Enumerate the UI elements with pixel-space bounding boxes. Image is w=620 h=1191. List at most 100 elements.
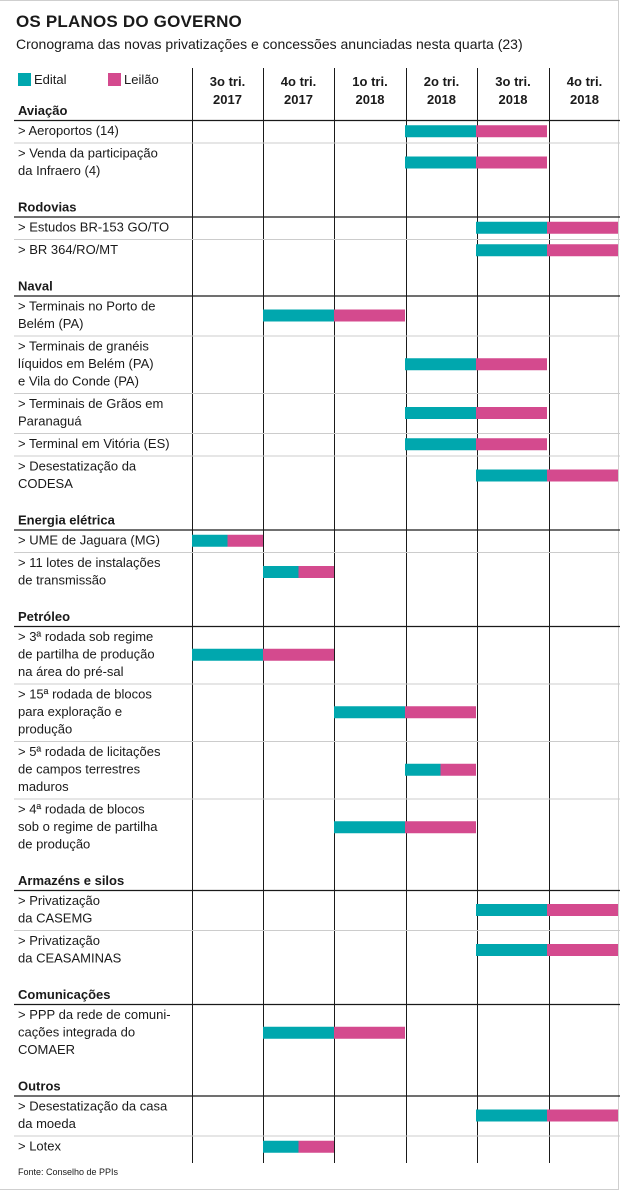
row-label: > 11 lotes de instalações: [18, 555, 161, 570]
edital-bar: [476, 944, 547, 956]
row-label: CODESA: [18, 476, 73, 491]
group-title: Outros: [18, 1079, 61, 1094]
period-quarter-label: 3o tri.: [210, 74, 245, 89]
leilao-bar: [547, 904, 618, 916]
edital-bar: [476, 1109, 547, 1122]
leilao-bar: [227, 534, 263, 547]
row-label: maduros: [18, 779, 69, 794]
edital-bar: [334, 706, 405, 719]
group-title: Comunicações: [18, 987, 110, 1002]
leilao-bar: [476, 125, 547, 138]
source-note: Fonte: Conselho de PPIs: [18, 1167, 119, 1177]
row-label: Belém (PA): [18, 316, 84, 331]
leilao-bar: [334, 1026, 405, 1039]
row-label: > 5ª rodada de licitações: [18, 744, 161, 759]
edital-bar: [476, 469, 547, 482]
leilao-bar: [547, 1109, 618, 1122]
edital-bar: [192, 534, 228, 547]
row-label: > BR 364/RO/MT: [18, 242, 118, 257]
edital-bar: [405, 156, 476, 169]
leilao-bar: [476, 438, 547, 451]
row-label: de campos terrestres: [18, 762, 141, 777]
leilao-bar: [476, 156, 547, 169]
row-label: > Venda da participação: [18, 146, 158, 161]
leilao-bar: [405, 706, 476, 719]
leilao-bar: [405, 821, 476, 834]
row-label: > Desestatização da casa: [18, 1099, 168, 1114]
row-label: > Aeroportos (14): [18, 123, 119, 138]
row-label: líquidos em Belém (PA): [18, 356, 154, 371]
leilao-bar: [476, 358, 547, 371]
row-label: e Vila do Conde (PA): [18, 374, 139, 389]
period-quarter-label: 3o tri.: [495, 74, 530, 89]
row-label: > 4ª rodada de blocos: [18, 802, 145, 817]
row-label: > Desestatização da: [18, 459, 137, 474]
edital-bar: [476, 904, 547, 916]
edital-bar: [192, 648, 263, 661]
leilao-bar: [547, 944, 618, 956]
leilao-bar: [298, 566, 334, 578]
period-year-label: 2018: [499, 92, 528, 107]
period-year-label: 2017: [284, 92, 313, 107]
leilao-bar: [547, 244, 618, 257]
period-year-label: 2018: [570, 92, 599, 107]
row-label: para exploração e: [18, 704, 122, 719]
row-label: > Privatização: [18, 893, 100, 908]
leilao-bar: [547, 221, 618, 234]
group-title: Rodovias: [18, 200, 77, 215]
row-label: da CASEMG: [18, 911, 92, 926]
period-quarter-label: 4o tri.: [281, 74, 316, 89]
edital-bar: [263, 1026, 334, 1039]
row-label: de produção: [18, 837, 90, 852]
row-label: da moeda: [18, 1116, 77, 1131]
edital-bar: [263, 566, 299, 578]
period-year-label: 2018: [427, 92, 456, 107]
group-title: Naval: [18, 279, 53, 294]
group-title: Energia elétrica: [18, 513, 116, 528]
row-label: > Terminais no Porto de: [18, 299, 155, 314]
chart-title: OS PLANOS DO GOVERNO: [16, 12, 242, 31]
edital-bar: [405, 125, 476, 138]
row-label: > Terminais de Grãos em: [18, 396, 163, 411]
edital-bar: [405, 358, 476, 371]
edital-bar: [476, 221, 547, 234]
leilao-bar: [476, 407, 547, 419]
row-label: > PPP da rede de comuni-: [18, 1007, 171, 1022]
legend-item-edital: Edital: [18, 72, 67, 87]
row-label: > 3ª rodada sob regime: [18, 629, 153, 644]
row-label: de transmissão: [18, 573, 106, 588]
row-label: de partilha de produção: [18, 647, 155, 662]
row-label: Paranaguá: [18, 414, 82, 429]
legend-swatch-leilao: [108, 73, 121, 86]
legend-item-leilao: Leilão: [108, 72, 159, 87]
period-quarter-label: 4o tri.: [567, 74, 602, 89]
row-label: > Terminais de granéis: [18, 339, 149, 354]
row-label: produção: [18, 722, 72, 737]
edital-bar: [334, 821, 405, 834]
legend-label-leilao: Leilão: [124, 72, 159, 87]
row-label: > Lotex: [18, 1139, 62, 1154]
leilao-bar: [298, 1140, 334, 1153]
period-year-label: 2017: [213, 92, 242, 107]
row-label: > UME de Jaguara (MG): [18, 533, 160, 548]
group-title: Armazéns e silos: [18, 873, 124, 888]
edital-bar: [405, 763, 441, 776]
row-label: > Privatização: [18, 933, 100, 948]
row-label: cações integrada do: [18, 1025, 135, 1040]
legend-label-edital: Edital: [34, 72, 67, 87]
edital-bar: [405, 438, 476, 451]
leilao-bar: [547, 469, 618, 482]
edital-bar: [263, 309, 334, 322]
row-label: da Infraero (4): [18, 163, 100, 178]
row-label: sob o regime de partilha: [18, 819, 158, 834]
leilao-bar: [440, 763, 476, 776]
period-quarter-label: 2o tri.: [424, 74, 459, 89]
row-label: COMAER: [18, 1042, 75, 1057]
leilao-bar: [334, 309, 405, 322]
edital-bar: [405, 407, 476, 419]
row-label: na área do pré-sal: [18, 664, 124, 679]
period-year-label: 2018: [356, 92, 385, 107]
group-title: Petróleo: [18, 609, 70, 624]
